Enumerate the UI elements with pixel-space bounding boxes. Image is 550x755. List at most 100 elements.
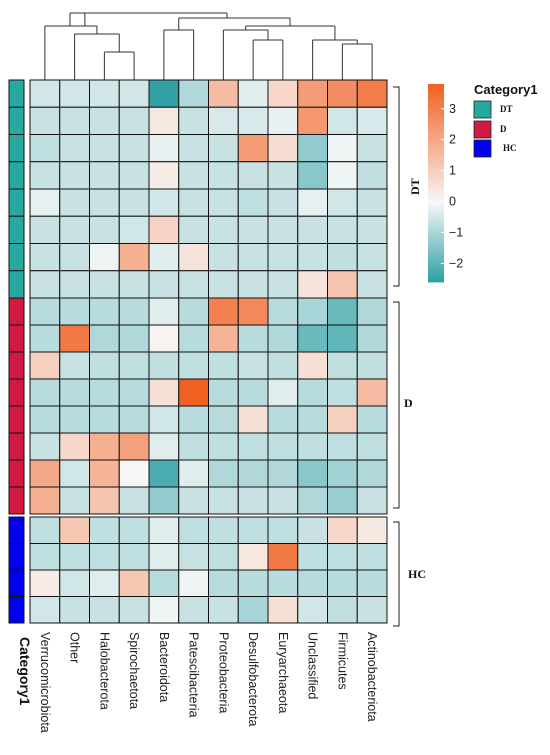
heatmap-cell [327, 243, 358, 272]
heatmap-cell [29, 569, 61, 597]
colorbar-segment [428, 152, 444, 155]
heatmap-cell [237, 297, 269, 326]
colorbar-segment [428, 176, 444, 179]
annotation-cell [8, 351, 25, 380]
heatmap-cell [29, 243, 61, 272]
colorbar-segment [428, 126, 444, 129]
heatmap-cell [29, 324, 61, 353]
heatmap-cell [356, 188, 388, 217]
colorbar-segment [428, 154, 444, 157]
heatmap-cell [327, 134, 358, 163]
colorbar-tick-label: 3 [449, 102, 456, 116]
colorbar-segment [428, 250, 444, 253]
heatmap-cell [148, 188, 180, 217]
heatmap-cell [59, 459, 90, 488]
heatmap-cell [29, 486, 61, 515]
heatmap-cell [208, 161, 239, 190]
heatmap-cell [356, 215, 388, 244]
heatmap-cell [59, 569, 90, 597]
heatmap-cell [327, 106, 358, 135]
annotation-cell [8, 432, 25, 461]
heatmap-cell [118, 270, 150, 299]
heatmap-cell [148, 161, 180, 190]
heatmap-cell [297, 270, 328, 299]
heatmap-cell [29, 596, 61, 624]
heatmap-cell [267, 596, 299, 624]
colorbar-segment [428, 276, 444, 279]
colorbar-segment [428, 138, 444, 141]
heatmap-cell [237, 188, 269, 217]
heatmap-cell [356, 161, 388, 190]
heatmap-cell [267, 432, 299, 461]
heatmap-cell [29, 270, 61, 299]
colorbar-segment [428, 194, 444, 197]
colorbar-segment [428, 136, 444, 139]
colorbar-segment [428, 256, 444, 259]
heatmap-cell [208, 569, 239, 597]
heatmap-cell [208, 432, 239, 461]
heatmap-cell [327, 351, 358, 380]
heatmap-cell [356, 378, 388, 407]
heatmap-cell [267, 270, 299, 299]
colorbar-segment [428, 164, 444, 167]
colorbar-segment [428, 134, 444, 137]
colorbar-segment [428, 240, 444, 243]
category-axis-label: Category1 [17, 637, 33, 706]
heatmap-cell [118, 596, 150, 624]
annotation-cell [8, 188, 25, 217]
colorbar-segment [428, 254, 444, 257]
heatmap-cell [89, 79, 120, 108]
heatmap-cell [327, 516, 358, 544]
heatmap-cell [29, 188, 61, 217]
heatmap-cell [89, 378, 120, 407]
colorbar-segment [428, 122, 444, 125]
heatmap-cell [356, 543, 388, 571]
heatmap-cell [148, 106, 180, 135]
colorbar-segment [428, 100, 444, 103]
heatmap-cell [237, 243, 269, 272]
heatmap-cell [208, 378, 239, 407]
heatmap-cell [178, 486, 209, 515]
heatmap-cell [208, 516, 239, 544]
legend-item-label: HC [503, 143, 517, 153]
heatmap-cell [118, 215, 150, 244]
heatmap-cell [118, 569, 150, 597]
heatmap-cell [208, 486, 239, 515]
heatmap-cell [148, 543, 180, 571]
heatmap-cell [59, 432, 90, 461]
colorbar-segment [428, 118, 444, 121]
heatmap-cell [267, 188, 299, 217]
heatmap-cell [59, 405, 90, 434]
heatmap-cell [178, 243, 209, 272]
heatmap-cell [237, 324, 269, 353]
colorbar-segment [428, 184, 444, 187]
heatmap-cell [29, 378, 61, 407]
heatmap-cell [89, 324, 120, 353]
colorbar-tick-label: −1 [449, 226, 463, 240]
colorbar-segment [428, 272, 444, 275]
colorbar-tick-label: 2 [449, 133, 456, 147]
colorbar-segment [428, 132, 444, 135]
annotation-cell [8, 378, 25, 407]
colorbar-segment [428, 178, 444, 181]
colorbar-segment [428, 182, 444, 185]
colorbar-segment [428, 112, 444, 115]
heatmap-cell [237, 106, 269, 135]
heatmap-cell [327, 432, 358, 461]
heatmap-cell [148, 432, 180, 461]
heatmap-cell [148, 351, 180, 380]
column-label: Spirochaetota [127, 632, 141, 709]
heatmap-cell [118, 106, 150, 135]
colorbar-segment [428, 108, 444, 111]
colorbar-segment [428, 244, 444, 247]
colorbar-segment [428, 162, 444, 165]
heatmap-cell [178, 79, 209, 108]
legend-swatch [473, 100, 492, 119]
heatmap-cell [327, 297, 358, 326]
heatmap-cell [356, 432, 388, 461]
heatmap-cell [59, 516, 90, 544]
colorbar-segment [428, 96, 444, 99]
heatmap-cell [297, 432, 328, 461]
heatmap-cell [267, 215, 299, 244]
heatmap-cell [59, 543, 90, 571]
